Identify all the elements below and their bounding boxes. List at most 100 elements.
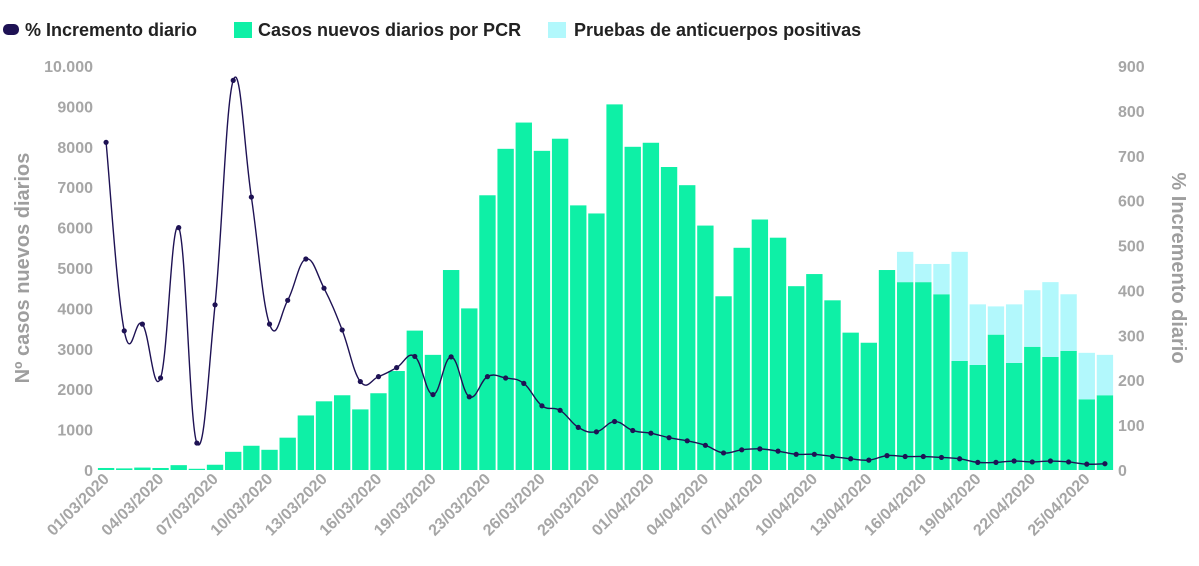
bar-pcr	[969, 364, 986, 470]
bar-pcr	[370, 393, 387, 470]
line-point	[266, 321, 273, 327]
bar-pcr	[206, 464, 224, 470]
line-point	[212, 302, 218, 308]
y-left-tick-label: 1000	[57, 423, 93, 440]
line-point	[739, 447, 745, 453]
line-point	[194, 440, 200, 446]
y-left-tick-label: 8000	[57, 140, 93, 157]
bar-pcr	[679, 185, 696, 470]
bar-pcr	[479, 195, 496, 470]
line-point	[248, 194, 254, 200]
bar-antibody	[933, 263, 950, 295]
bar-pcr	[951, 360, 968, 470]
line-point	[1066, 459, 1072, 465]
line-point	[539, 403, 545, 409]
bar-pcr	[406, 330, 423, 470]
legend-label-pcr: Casos nuevos diarios por PCR	[258, 20, 521, 40]
line-point	[829, 453, 836, 460]
bar-pcr	[388, 371, 405, 470]
bar-antibody	[987, 306, 1005, 335]
y-right-tick-label: 100	[1118, 418, 1145, 435]
chart-legend: % Incremento diario Casos nuevos diarios…	[3, 20, 861, 40]
line-point	[648, 430, 654, 436]
bar-pcr	[279, 437, 296, 470]
legend-item-pcr[interactable]: Casos nuevos diarios por PCR	[234, 20, 521, 40]
line-point	[448, 354, 454, 360]
bar-pcr	[987, 334, 1005, 470]
bar-pcr	[896, 282, 914, 470]
y-left-tick-label: 2000	[57, 382, 93, 399]
line-point	[666, 435, 672, 441]
line-point	[303, 256, 309, 262]
bar-antibody	[1078, 352, 1095, 400]
y-right-tick-label: 0	[1118, 463, 1127, 480]
bar-pcr	[333, 395, 351, 470]
bar-pcr	[551, 138, 569, 470]
bar-pcr	[642, 142, 660, 470]
line-point	[321, 285, 327, 291]
bar-antibody	[969, 304, 986, 365]
y-left-tick-label: 7000	[57, 180, 93, 197]
bar-pcr	[515, 122, 532, 470]
line-point	[1011, 458, 1017, 464]
bar-pcr	[878, 270, 896, 470]
bar-pcr	[442, 270, 460, 470]
bar-pcr	[933, 294, 950, 470]
y-axis-right-title: % Incremento diario	[1167, 172, 1189, 363]
y-right-tick-label: 500	[1118, 239, 1145, 256]
bar-pcr	[788, 286, 805, 470]
line-point	[230, 77, 236, 83]
line-point	[103, 139, 109, 145]
legend-item-antibody[interactable]: Pruebas de anticuerpos positivas	[548, 20, 861, 40]
line-point	[1047, 458, 1054, 464]
bar-antibody	[896, 251, 914, 283]
bar-pcr	[116, 468, 133, 470]
x-axis: 01/03/202004/03/202007/03/202010/03/2020…	[44, 471, 1093, 540]
line-point	[975, 459, 981, 465]
legend-label-line: % Incremento diario	[25, 20, 197, 40]
bar-pcr	[497, 148, 514, 470]
line-point	[339, 327, 345, 333]
y-right-tick-label: 900	[1118, 59, 1145, 76]
legend-swatch-pcr	[234, 22, 252, 38]
y-right-tick-label: 600	[1118, 194, 1145, 211]
line-point	[775, 448, 781, 454]
line-point	[902, 453, 908, 460]
bar-pcr	[733, 247, 750, 470]
bar-pcr	[1042, 356, 1059, 470]
bar-pcr	[297, 415, 315, 470]
legend-swatch-antibody	[548, 22, 566, 38]
bar-pcr	[134, 467, 151, 470]
y-right-tick-label: 700	[1118, 149, 1145, 166]
y-left-tick-label: 4000	[57, 301, 93, 318]
line-point	[375, 374, 382, 380]
line-point	[484, 374, 491, 380]
bar-pcr	[842, 332, 859, 470]
bar-antibody	[1060, 294, 1077, 351]
bar-pcr	[1005, 362, 1023, 470]
bar-pcr	[660, 167, 678, 470]
bar-pcr	[152, 467, 169, 470]
line-point	[430, 391, 436, 398]
line-point	[1084, 461, 1090, 467]
line-point	[593, 429, 600, 435]
legend-label-antibody: Pruebas de anticuerpos positivas	[574, 20, 861, 40]
line-point	[811, 451, 817, 457]
line-point	[575, 424, 581, 430]
bar-series	[97, 104, 1114, 471]
line-point	[412, 353, 418, 360]
line-point	[957, 456, 963, 462]
bar-pcr	[188, 468, 206, 470]
legend-item-line[interactable]: % Incremento diario	[3, 20, 197, 40]
line-point	[702, 442, 708, 448]
bar-pcr	[570, 205, 587, 470]
line-point	[1029, 459, 1035, 465]
line-point	[357, 378, 363, 385]
bar-pcr	[824, 300, 841, 470]
line-point	[611, 418, 618, 425]
bar-pcr	[806, 274, 823, 470]
y-right-tick-label: 800	[1118, 104, 1145, 121]
y-right-tick-label: 400	[1118, 283, 1145, 300]
line-point	[176, 225, 182, 231]
line-point	[920, 453, 926, 460]
